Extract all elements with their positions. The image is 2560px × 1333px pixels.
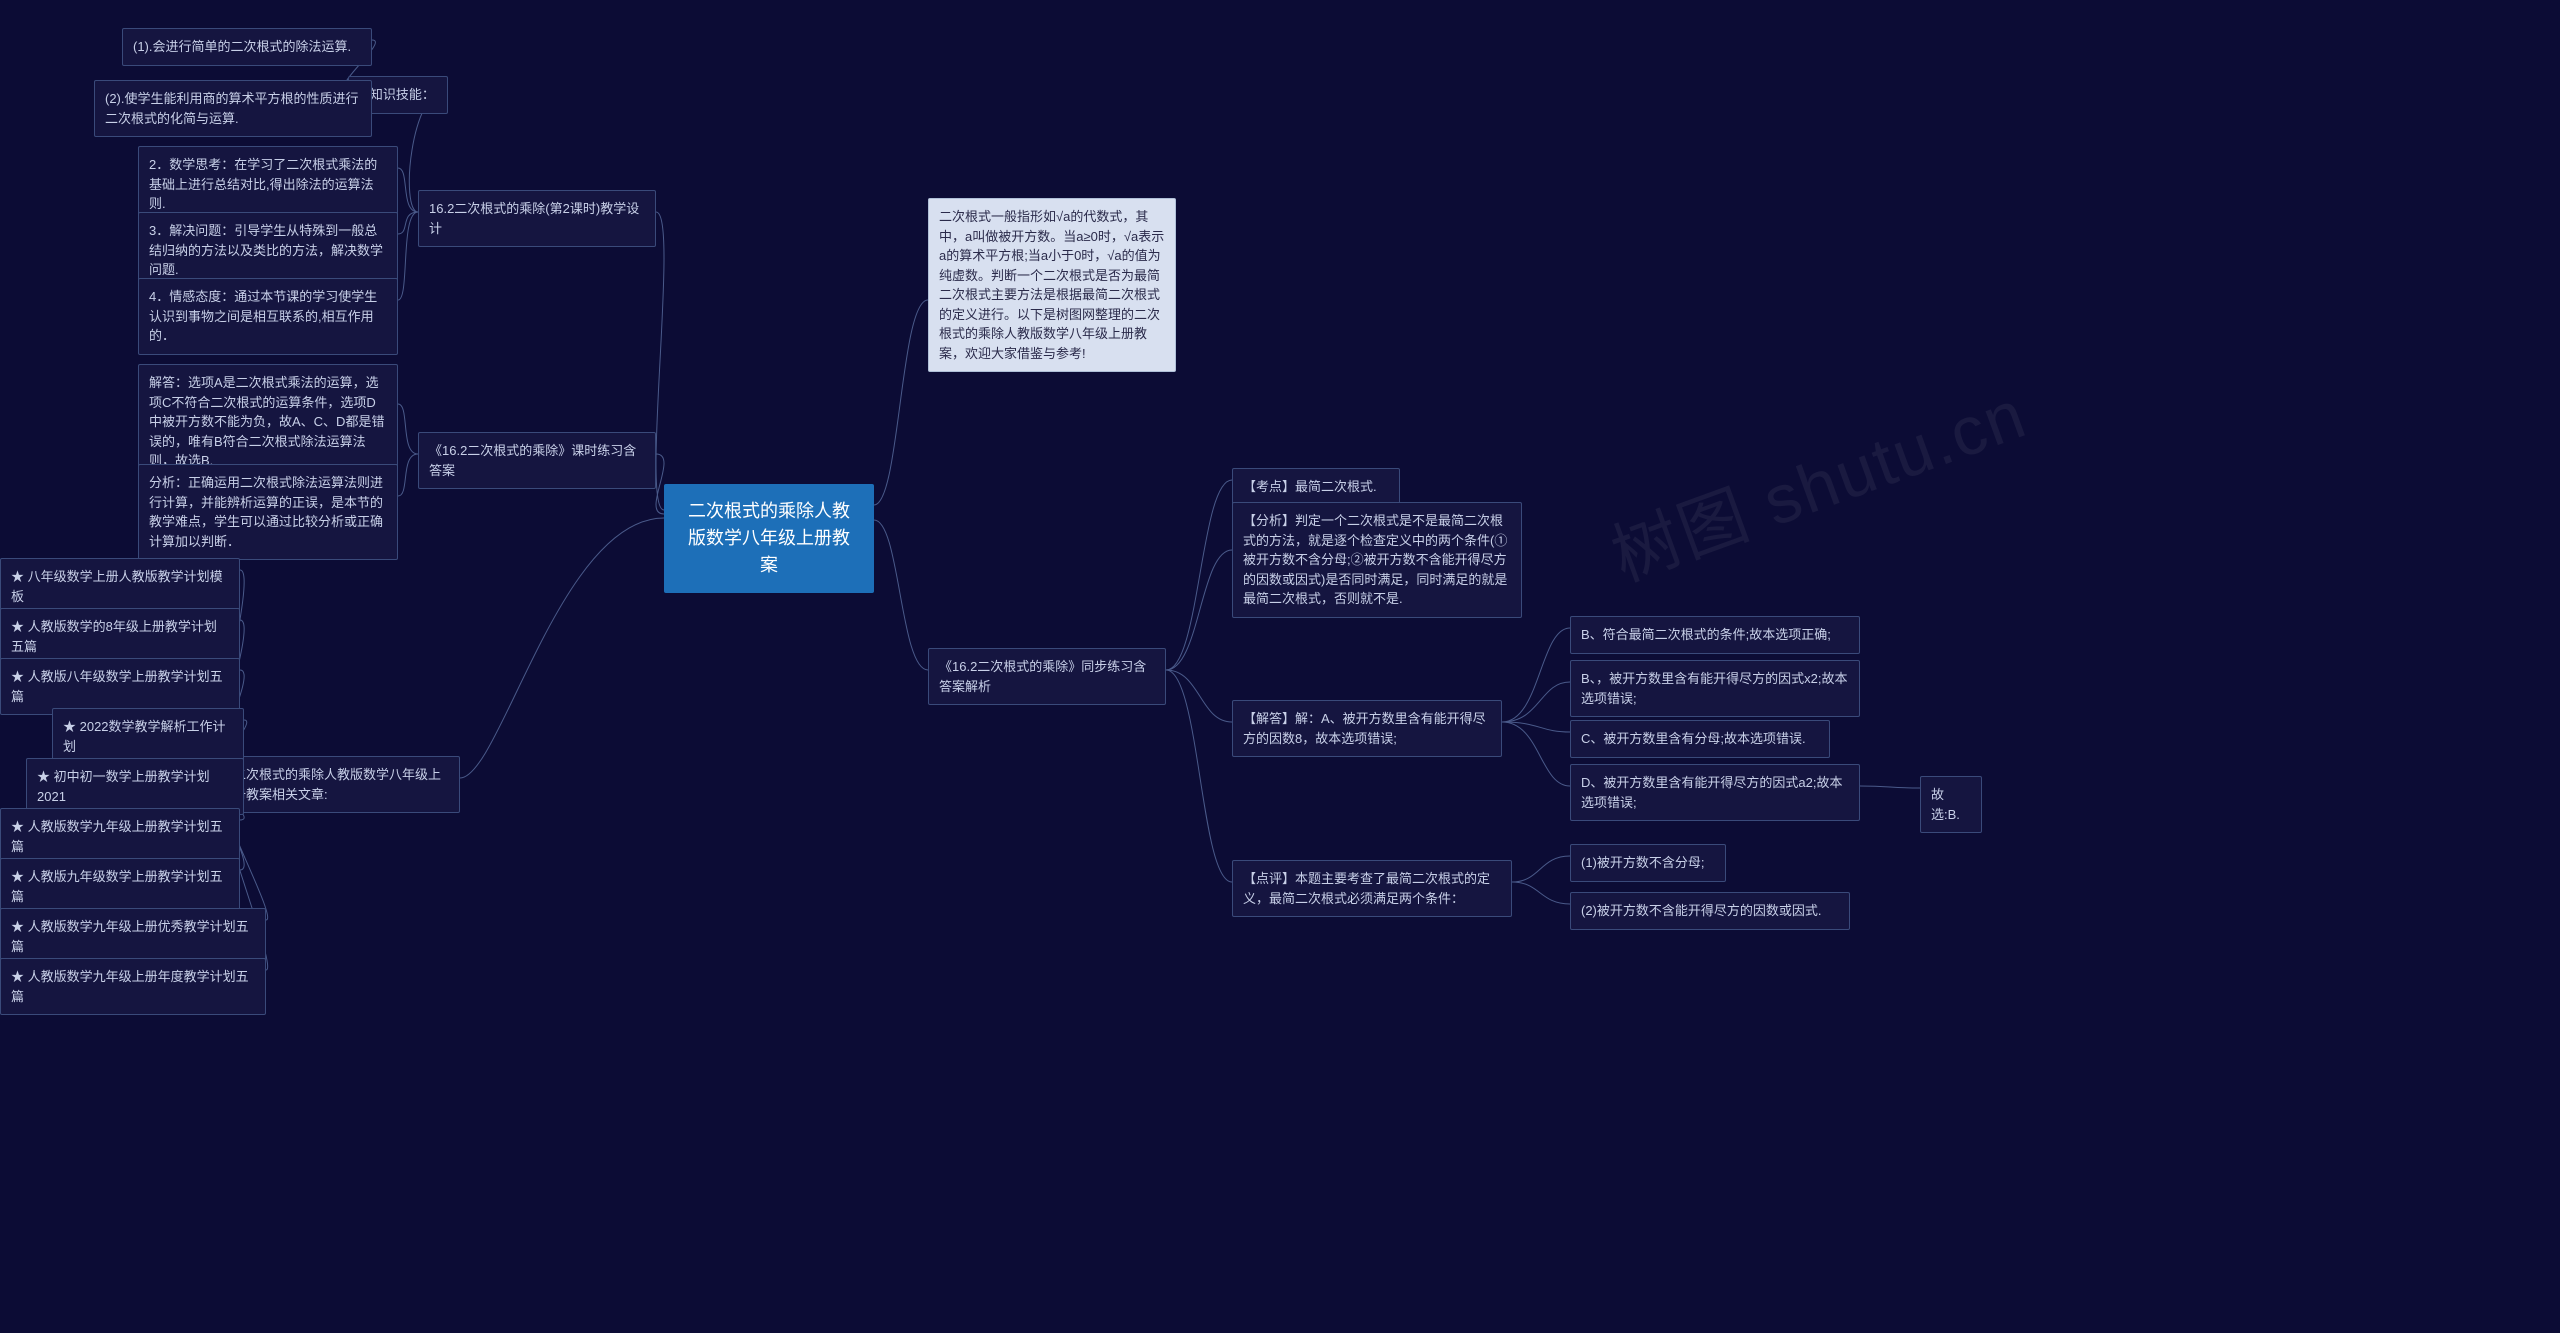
guxuan-node[interactable]: 故选:B.: [1920, 776, 1982, 833]
jieda-node[interactable]: 【解答】解：A、被开方数里含有能开得尽方的因数8，故本选项错误;: [1232, 700, 1502, 757]
item1-1b-node[interactable]: (2).使学生能利用商的算术平方根的性质进行二次根式的化简与运算.: [94, 80, 372, 137]
mindmap-canvas: 树图 树图 shutu.cn: [0, 0, 2560, 1333]
kaodian-node[interactable]: 【考点】最简二次根式.: [1232, 468, 1400, 506]
rel7-node[interactable]: ★ 人教版九年级数学上册教学计划五篇: [0, 858, 240, 915]
cond2-node[interactable]: (2)被开方数不含能开得尽方的因数或因式.: [1570, 892, 1850, 930]
intro-node[interactable]: 二次根式一般指形如√a的代数式，其中，a叫做被开方数。当a≥0时，√a表示a的算…: [928, 198, 1176, 372]
optB2-node[interactable]: B、，被开方数里含有能开得尽方的因式x2;故本选项错误;: [1570, 660, 1860, 717]
optC-node[interactable]: C、被开方数里含有分母;故本选项错误.: [1570, 720, 1830, 758]
item1-4-node[interactable]: 4．情感态度：通过本节课的学习使学生认识到事物之间是相互联系的,相互作用的．: [138, 278, 398, 355]
cond1-node[interactable]: (1)被开方数不含分母;: [1570, 844, 1726, 882]
watermark-right: 树图 shutu.cn: [1596, 359, 2038, 600]
item2-2-node[interactable]: 分析：正确运用二次根式除法运算法则进行计算，并能辨析运算的正误，是本节的教学难点…: [138, 464, 398, 560]
item2-1-node[interactable]: 解答：选项A是二次根式乘法的运算，选项C不符合二次根式的运算条件，选项D中被开方…: [138, 364, 398, 480]
rel4-node[interactable]: ★ 2022数学教学解析工作计划: [52, 708, 244, 765]
rel5-node[interactable]: ★ 初中初一数学上册教学计划2021: [26, 758, 244, 815]
rel8-node[interactable]: ★ 人教版数学九年级上册优秀教学计划五篇: [0, 908, 266, 965]
left-section2-node[interactable]: 《16.2二次根式的乘除》课时练习含答案: [418, 432, 656, 489]
optB-node[interactable]: B、符合最简二次根式的条件;故本选项正确;: [1570, 616, 1860, 654]
optD-node[interactable]: D、被开方数里含有能开得尽方的因式a2;故本选项错误;: [1570, 764, 1860, 821]
left-section3-node[interactable]: 二次根式的乘除人教版数学八年级上册教案相关文章:: [222, 756, 460, 813]
rel3-node[interactable]: ★ 人教版八年级数学上册教学计划五篇: [0, 658, 240, 715]
rel6-node[interactable]: ★ 人教版数学九年级上册教学计划五篇: [0, 808, 240, 865]
item1-1a-node[interactable]: (1).会进行简单的二次根式的除法运算.: [122, 28, 372, 66]
left-section1-node[interactable]: 16.2二次根式的乘除(第2课时)教学设计: [418, 190, 656, 247]
fenxi-node[interactable]: 【分析】判定一个二次根式是不是最简二次根式的方法，就是逐个检查定义中的两个条件(…: [1232, 502, 1522, 618]
rel1-node[interactable]: ★ 八年级数学上册人教版教学计划模板: [0, 558, 240, 615]
rel2-node[interactable]: ★ 人教版数学的8年级上册教学计划五篇: [0, 608, 240, 665]
right-section-node[interactable]: 《16.2二次根式的乘除》同步练习含答案解析: [928, 648, 1166, 705]
center-node[interactable]: 二次根式的乘除人教版数学八年级上册教案: [664, 484, 874, 593]
dianping-node[interactable]: 【点评】本题主要考查了最简二次根式的定义，最简二次根式必须满足两个条件：: [1232, 860, 1512, 917]
rel9-node[interactable]: ★ 人教版数学九年级上册年度教学计划五篇: [0, 958, 266, 1015]
